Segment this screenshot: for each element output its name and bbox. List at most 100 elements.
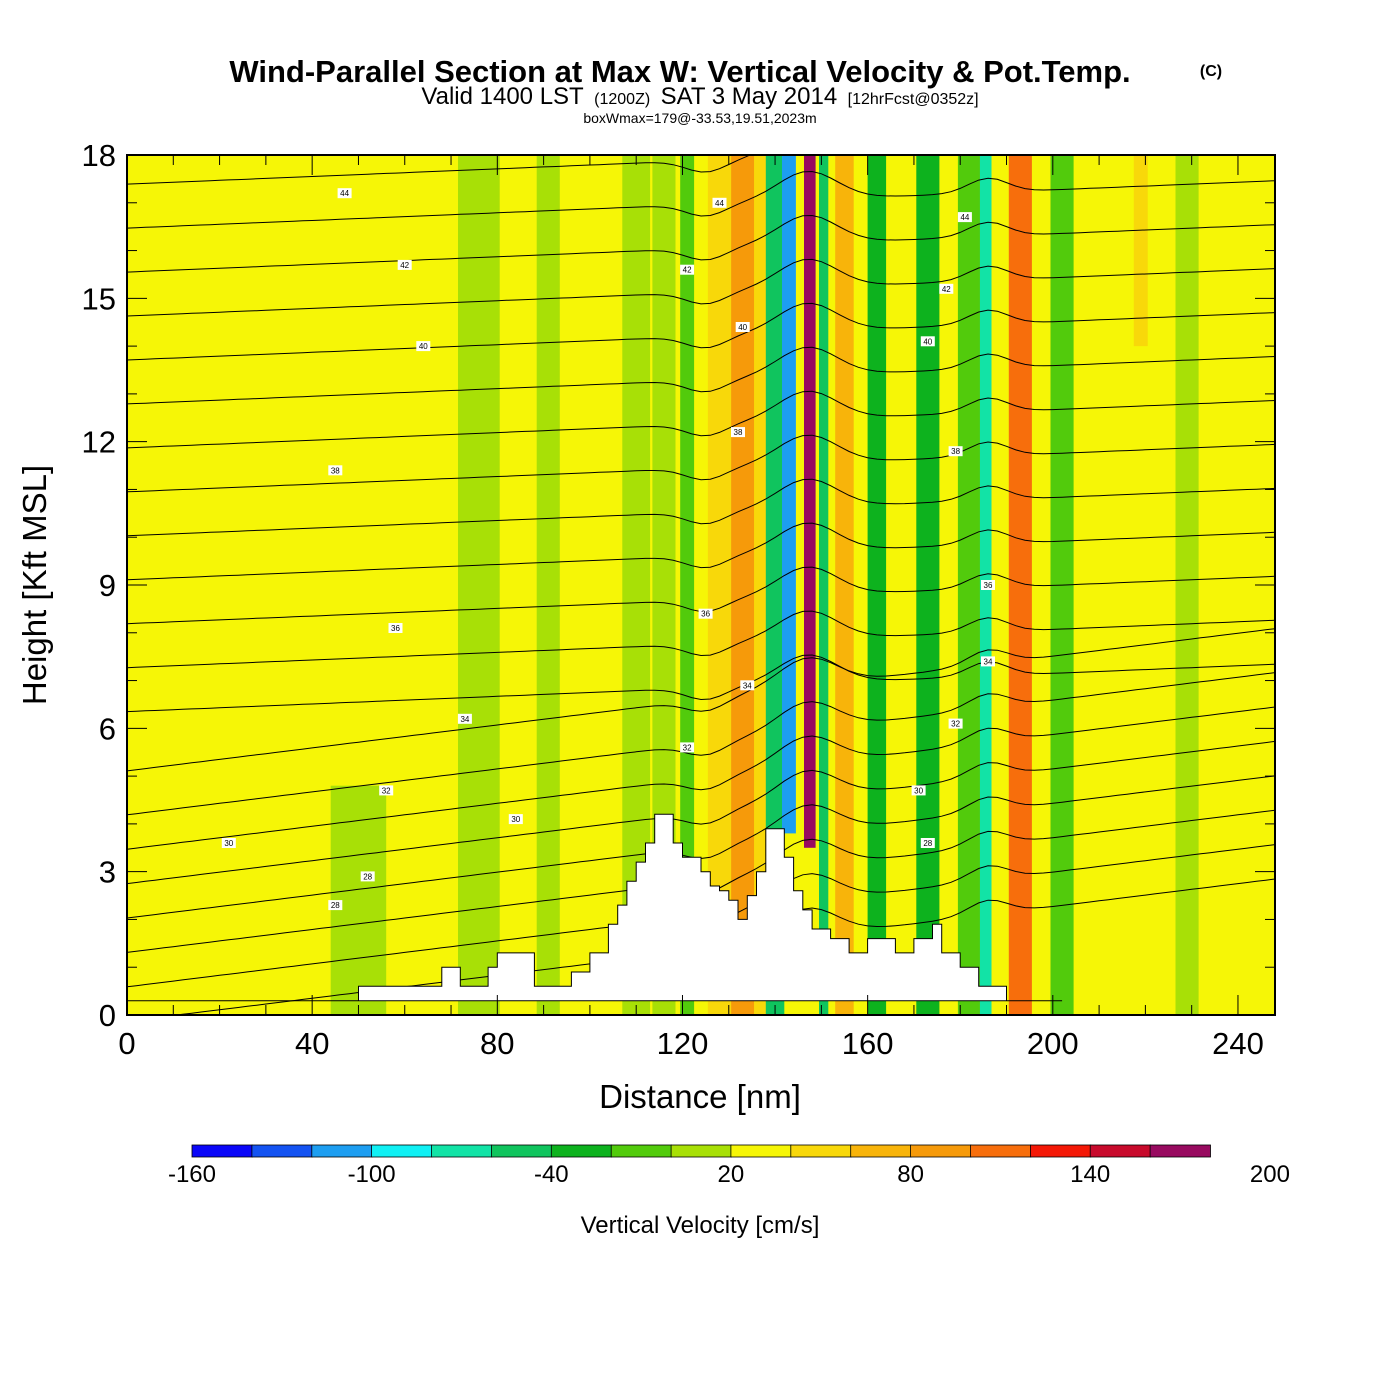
x-tick-label: 240 [1212,1026,1264,1061]
contour-label-bg [337,188,352,199]
contour-label-bg [328,900,343,911]
colorbar-swatch [1089,1144,1151,1158]
velocity-band [680,155,695,1015]
y-tick-label: 6 [99,711,116,746]
contour-label: 44 [340,189,349,198]
colorbar-label: 140 [1070,1161,1110,1188]
y-tick-label: 3 [99,855,116,890]
theta-contour [127,155,752,185]
contour-label: 36 [701,610,710,619]
valid-date: SAT 3 May 2014 [661,83,838,110]
theta-contour [127,170,1275,229]
colorbar-swatch [371,1144,433,1158]
contour-label-bg [508,814,523,825]
y-tick-label: 12 [82,425,116,460]
contour-labels: 44 42 40 38 36 34 32 30 30 28 28 44 42 40 38 36 34 32 44 42… [221,188,995,911]
contour-label: 38 [331,466,340,475]
theta-contours [127,155,1275,1015]
x-axis-title: Distance [nm] [599,1078,801,1115]
contour-label-bg [698,608,713,619]
y-tick-label: 18 [82,138,116,173]
contour-label: 28 [331,901,340,910]
x-tick-label: 160 [842,1026,894,1061]
colorbar: -160 -100 -40 20 80 140 200 [168,1144,1290,1188]
contour-label: 36 [984,581,993,590]
contour-label-bg [328,465,343,476]
colorbar-title: Vertical Velocity [cm/s] [581,1212,820,1239]
contour-label: 30 [224,839,233,848]
velocity-band [1008,155,1032,1015]
colorbar-label: -100 [348,1161,396,1188]
velocity-band [782,155,796,834]
colorbar-swatch [670,1144,732,1158]
y-axis-title: Height [Kft MSL] [16,465,53,705]
contour-label: 30 [914,786,923,795]
theta-contour [127,214,1275,273]
contour-label: 40 [923,337,932,346]
colorbar-swatch [311,1144,373,1158]
contour-label-bg [397,259,412,270]
contour-label: 32 [951,720,960,729]
colorbar-label: 20 [718,1161,745,1188]
theta-contour [127,258,1275,317]
velocity-band [458,155,500,1015]
contour-label-bg [981,580,995,590]
colorbar-label: -40 [534,1161,569,1188]
colorbar-swatch [730,1144,792,1158]
contour-label: 44 [715,199,724,208]
contour-label-bg [911,785,926,796]
contour-label-bg [981,656,995,667]
theta-contour [127,628,1275,772]
y-tick-label: 9 [99,568,116,603]
x-tick-label: 200 [1027,1026,1079,1061]
theta-contour [127,672,1275,816]
contour-label: 42 [683,266,692,275]
theta-contour [127,706,1275,850]
colorbar-swatch [610,1144,673,1158]
theta-contour [127,522,1275,581]
y-tick-label: 0 [99,998,116,1033]
contour-label-bg [416,341,431,352]
contour-label: 32 [382,786,391,795]
theta-contour [127,740,1275,885]
contour-label-bg [731,427,745,438]
colorbar-swatch [490,1144,553,1158]
contour-label-bg [740,680,755,691]
contour-label: 42 [942,285,951,294]
colorbar-swatch [251,1144,313,1158]
contour-label-bg [360,871,375,882]
velocity-band [1133,155,1148,347]
contour-label: 38 [951,447,960,456]
contour-label-bg [920,838,935,848]
copyright-mark: (C) [1200,63,1222,80]
contour-label-bg [948,446,963,457]
theta-contour [127,434,1275,493]
contour-label-bg [712,197,727,208]
box-max-info: boxWmax=179@-33.53,19.51,2023m [583,110,816,126]
plot-area: 44 42 40 38 36 34 32 30 30 28 28 44 42 40 38 36 34 32 44 42… [127,155,1275,1015]
colorbar-swatch [790,1144,852,1158]
contour-label: 30 [511,815,520,824]
theta-contour [127,302,1275,361]
contour-label: 34 [460,715,469,724]
x-tick-label: 120 [657,1026,709,1061]
contour-label: 34 [743,681,752,690]
theta-contour [127,346,1275,405]
colorbar-label: 200 [1250,1161,1290,1188]
contour-label: 28 [363,872,372,881]
contour-label-bg [388,623,403,633]
velocity-band [731,155,755,1015]
y-tick-label: 15 [82,281,116,316]
colorbar-swatch [850,1144,912,1158]
velocity-bands [330,155,1199,1015]
velocity-band [804,155,816,848]
chart-title: Wind-Parallel Section at Max W: Vertical… [229,54,1130,89]
contour-label-bg [379,785,394,796]
contour-label-bg [920,336,935,347]
valid-time: Valid 1400 LST [421,83,584,110]
contour-label-bg [457,713,472,724]
chart-subtitle: Valid 1400 LST (1200Z) SAT 3 May 2014 [1… [421,83,978,110]
contour-label-bg [680,742,695,753]
x-tick-label: 40 [295,1026,329,1061]
